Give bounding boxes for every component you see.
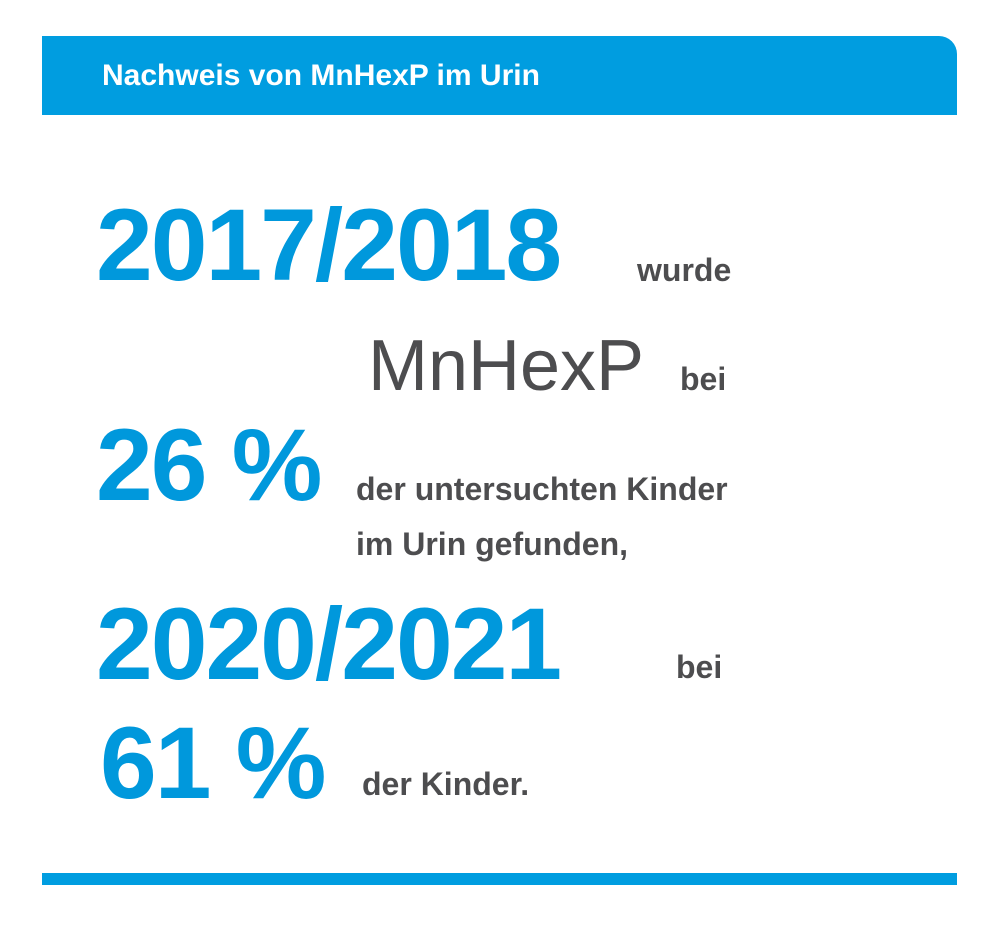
- word-bei-1: bei: [680, 361, 727, 397]
- header-title: Nachweis von MnHexP im Urin: [102, 59, 540, 92]
- word-wurde: wurde: [637, 252, 732, 288]
- period-2017-2018: 2017/2018: [96, 188, 562, 302]
- text-im-urin-gefunden: im Urin gefunden,: [356, 526, 628, 562]
- text-der-kinder: der Kinder.: [362, 766, 530, 802]
- substance-name: MnHexP: [368, 326, 645, 406]
- percent-61: 61 %: [100, 706, 326, 820]
- period-2020-2021: 2020/2021: [96, 587, 562, 701]
- word-bei-2: bei: [676, 649, 723, 685]
- text-untersuchten-kinder: der untersuchten Kinder: [356, 471, 728, 507]
- footer-bar: [42, 873, 957, 885]
- percent-26: 26 %: [96, 408, 322, 522]
- header-bar: Nachweis von MnHexP im Urin: [42, 36, 957, 115]
